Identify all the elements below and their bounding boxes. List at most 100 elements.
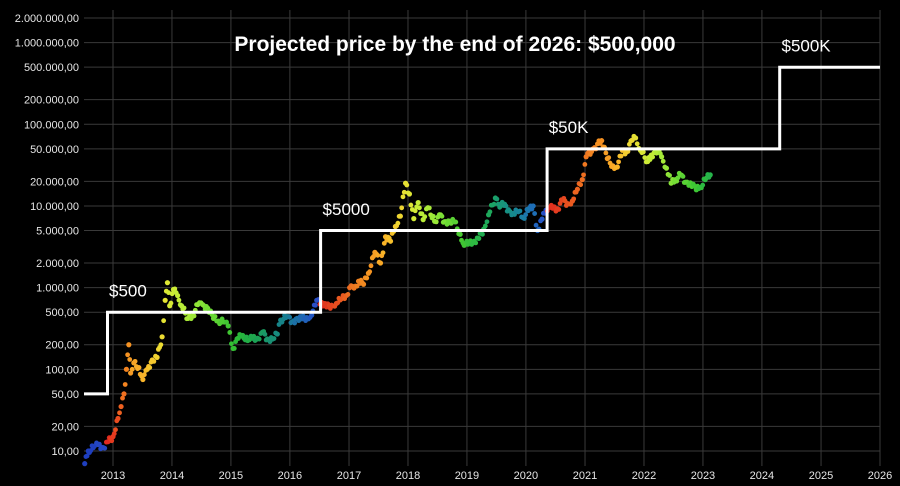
- price-point: [491, 201, 497, 207]
- price-point: [533, 222, 539, 228]
- price-point: [169, 291, 175, 297]
- price-point: [539, 216, 545, 222]
- annotation-label: $50K: [549, 118, 589, 137]
- price-point: [345, 292, 351, 297]
- price-point: [606, 155, 612, 160]
- price-series: [82, 133, 713, 467]
- price-point: [660, 158, 666, 164]
- price-point: [663, 165, 670, 171]
- price-point: [401, 189, 407, 195]
- price-point: [313, 302, 318, 308]
- y-tick-label: 20,00: [51, 421, 79, 433]
- price-point: [487, 209, 493, 215]
- price-point: [125, 352, 131, 358]
- y-tick-label: 500,00: [45, 307, 79, 319]
- price-point: [482, 223, 488, 229]
- price-point: [128, 370, 134, 376]
- price-point: [522, 216, 527, 221]
- price-point: [251, 333, 257, 339]
- y-tick-label: 2.000,00: [36, 258, 79, 270]
- price-point: [126, 342, 132, 348]
- price-point: [618, 153, 624, 159]
- price-point: [616, 159, 621, 165]
- y-tick-label: 10,00: [51, 446, 79, 458]
- price-point: [642, 155, 648, 161]
- y-tick-label: 2.000.000,00: [15, 13, 79, 25]
- price-point: [680, 173, 686, 179]
- price-point: [707, 172, 713, 178]
- price-point: [129, 366, 135, 372]
- x-tick-label: 2015: [219, 470, 243, 482]
- x-axis-ticks: 2013 2014 2015 2016 2017 2018 2019 2020 2021 2022…: [101, 470, 892, 482]
- price-point: [102, 445, 108, 451]
- price-point: [632, 135, 639, 141]
- price-point: [172, 286, 178, 292]
- price-point: [571, 196, 577, 202]
- x-tick-label: 2013: [101, 470, 125, 482]
- price-point: [229, 341, 234, 347]
- price-point: [406, 191, 413, 197]
- price-point: [121, 391, 127, 397]
- price-point: [176, 297, 182, 303]
- price-point: [417, 205, 422, 211]
- price-point: [523, 212, 529, 218]
- price-point: [634, 141, 640, 147]
- x-tick-label: 2021: [573, 470, 597, 482]
- x-tick-label: 2025: [809, 470, 833, 482]
- price-point: [375, 252, 381, 258]
- price-point: [162, 297, 168, 303]
- price-point: [271, 336, 277, 341]
- x-tick-label: 2018: [396, 470, 420, 482]
- price-point: [82, 461, 88, 467]
- price-point: [111, 431, 117, 437]
- annotation-label: $500K: [781, 36, 831, 55]
- projection-step-line: [84, 65, 880, 396]
- price-point: [453, 219, 459, 225]
- price-point: [476, 235, 482, 242]
- price-point: [113, 427, 118, 433]
- price-point: [640, 149, 646, 155]
- x-tick-label: 2026: [868, 470, 892, 482]
- price-point: [123, 366, 130, 372]
- x-tick-label: 2024: [750, 470, 774, 482]
- annotation-label: $5000: [323, 200, 370, 219]
- price-point: [154, 354, 160, 360]
- y-tick-label: 50.000,00: [30, 144, 79, 156]
- x-tick-label: 2017: [337, 470, 361, 482]
- price-point: [117, 410, 122, 416]
- price-point: [132, 358, 138, 364]
- price-point: [158, 342, 164, 348]
- y-axis-ticks: 10,00 20,00 50,00 100,00 200,00 500,00 1.000,0…: [15, 13, 79, 458]
- price-point: [166, 290, 171, 296]
- price-point: [397, 213, 403, 219]
- y-tick-label: 100.000,00: [24, 119, 79, 131]
- price-point: [120, 395, 125, 401]
- x-tick-label: 2023: [691, 470, 715, 482]
- price-point: [367, 269, 373, 275]
- price-point: [115, 415, 121, 422]
- price-point: [161, 318, 167, 324]
- price-point: [224, 319, 229, 325]
- x-tick-label: 2016: [278, 470, 302, 482]
- x-tick-label: 2020: [514, 470, 538, 482]
- y-tick-label: 20.000,00: [30, 176, 79, 188]
- x-tick-label: 2014: [160, 470, 184, 482]
- price-point: [140, 376, 146, 383]
- price-point: [109, 438, 115, 444]
- price-point: [579, 177, 585, 183]
- annotation-label: $500: [109, 281, 147, 300]
- price-point: [426, 205, 432, 211]
- price-point: [151, 358, 157, 364]
- x-tick-label: 2022: [632, 470, 656, 482]
- price-point: [164, 280, 171, 286]
- price-point: [574, 186, 581, 192]
- price-point: [556, 207, 562, 212]
- price-point: [175, 292, 181, 299]
- y-tick-label: 200.000,00: [24, 95, 79, 107]
- price-point: [484, 219, 490, 225]
- price-point: [377, 260, 384, 266]
- price-point: [603, 150, 609, 156]
- price-point: [503, 203, 509, 209]
